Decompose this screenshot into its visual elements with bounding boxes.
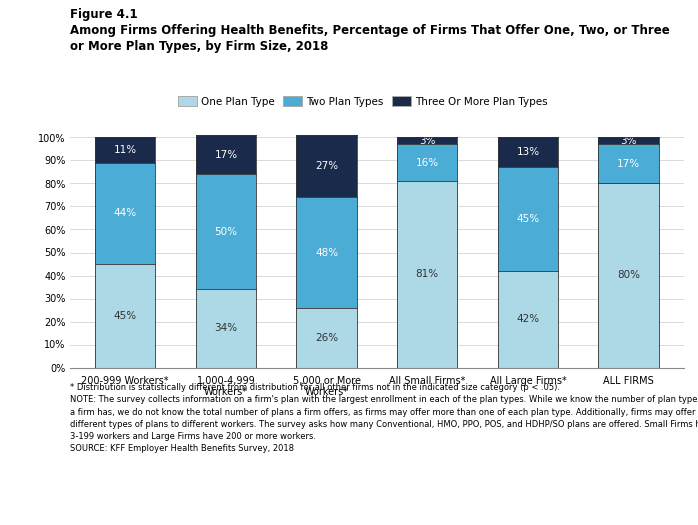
Bar bbox=[397, 144, 457, 181]
Bar bbox=[195, 135, 256, 174]
Bar bbox=[598, 138, 659, 144]
Bar bbox=[95, 264, 156, 367]
Text: 13%: 13% bbox=[517, 148, 540, 158]
Text: 80%: 80% bbox=[617, 270, 640, 280]
Text: Figure 4.1: Figure 4.1 bbox=[70, 8, 138, 21]
Text: 11%: 11% bbox=[114, 145, 137, 155]
Text: 48%: 48% bbox=[315, 247, 338, 257]
Text: 26%: 26% bbox=[315, 333, 338, 343]
Text: * Distribution is statistically different from distribution for all other firms : * Distribution is statistically differen… bbox=[70, 383, 698, 453]
Bar bbox=[397, 138, 457, 144]
Text: Among Firms Offering Health Benefits, Percentage of Firms That Offer One, Two, o: Among Firms Offering Health Benefits, Pe… bbox=[70, 24, 669, 53]
Text: 42%: 42% bbox=[517, 314, 540, 324]
Bar bbox=[598, 184, 659, 368]
Text: 17%: 17% bbox=[214, 150, 237, 160]
Bar bbox=[498, 138, 558, 167]
Legend: One Plan Type, Two Plan Types, Three Or More Plan Types: One Plan Type, Two Plan Types, Three Or … bbox=[174, 92, 551, 111]
Bar bbox=[95, 163, 156, 264]
Bar bbox=[297, 308, 357, 368]
Bar bbox=[397, 181, 457, 368]
Text: 27%: 27% bbox=[315, 161, 338, 171]
Text: 3%: 3% bbox=[621, 136, 637, 146]
Text: 34%: 34% bbox=[214, 323, 237, 333]
Bar bbox=[195, 289, 256, 368]
Text: 3%: 3% bbox=[419, 136, 436, 146]
Text: 44%: 44% bbox=[114, 208, 137, 218]
Bar bbox=[195, 174, 256, 289]
Bar bbox=[297, 197, 357, 308]
Bar bbox=[95, 138, 156, 163]
Text: 81%: 81% bbox=[416, 269, 439, 279]
Bar bbox=[297, 135, 357, 197]
Text: 17%: 17% bbox=[617, 159, 640, 169]
Bar bbox=[498, 271, 558, 368]
Text: 45%: 45% bbox=[517, 214, 540, 224]
Bar bbox=[498, 167, 558, 271]
Text: 50%: 50% bbox=[214, 227, 237, 237]
Bar bbox=[598, 144, 659, 184]
Text: 45%: 45% bbox=[114, 311, 137, 321]
Text: 16%: 16% bbox=[416, 158, 439, 168]
